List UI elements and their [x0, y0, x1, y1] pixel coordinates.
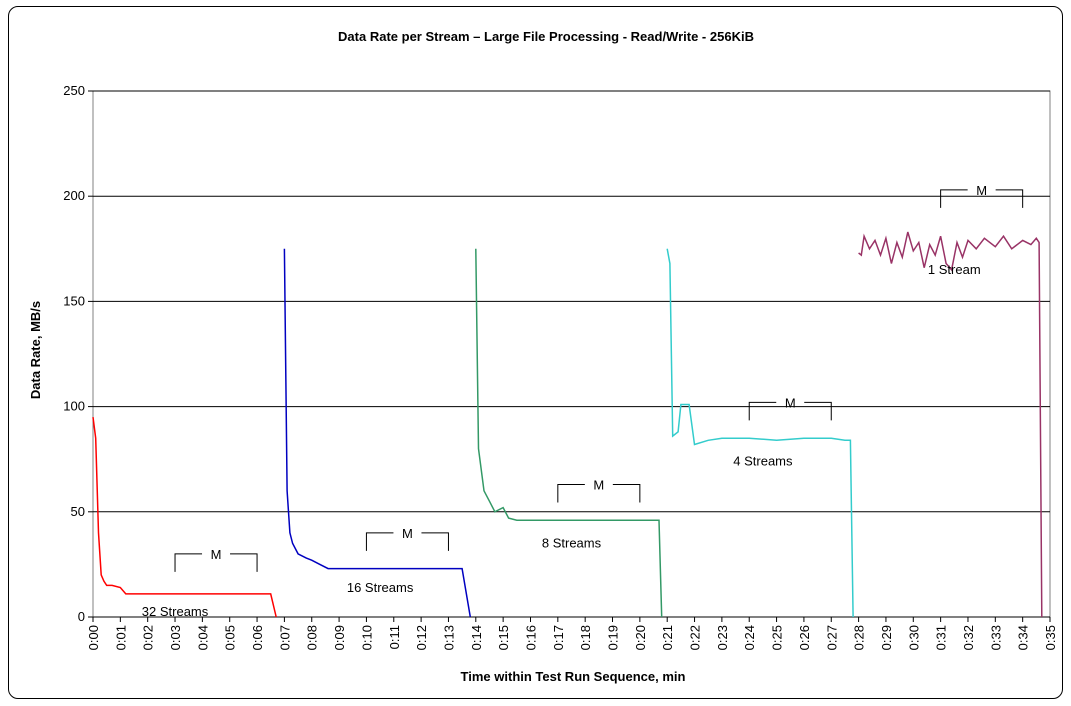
x-tick-label: 0:33	[988, 625, 1003, 650]
x-tick-label: 0:07	[277, 625, 292, 650]
x-tick-label: 0:11	[387, 625, 402, 649]
x-tick-label: 0:12	[414, 625, 429, 650]
x-tick-label: 0:14	[469, 625, 484, 650]
x-tick-label: 0:15	[496, 625, 511, 650]
measurement-label: M	[785, 395, 796, 410]
x-tick-label: 0:02	[141, 625, 156, 650]
measurement-label: M	[211, 547, 222, 562]
x-tick-label: 0:21	[660, 625, 675, 650]
measurement-label: M	[593, 477, 604, 492]
x-axis-label: Time within Test Run Sequence, min	[461, 669, 686, 684]
measurement-bracket	[612, 483, 641, 503]
x-tick-label: 0:35	[1043, 625, 1058, 650]
x-tick-label: 0:10	[359, 625, 374, 650]
x-tick-label: 0:03	[168, 625, 183, 650]
chart-frame	[8, 6, 1063, 699]
measurement-bracket	[365, 532, 394, 551]
x-tick-label: 0:01	[113, 625, 128, 650]
series-line	[283, 248, 472, 618]
series-label: 4 Streams	[733, 454, 793, 469]
y-tick-label: 100	[63, 399, 85, 414]
measurement-label: M	[976, 183, 987, 198]
y-tick-label: 200	[63, 188, 85, 203]
y-tick-label: 150	[63, 293, 85, 308]
x-tick-label: 0:25	[770, 625, 785, 650]
x-tick-label: 0:18	[578, 625, 593, 650]
measurement-bracket	[995, 189, 1024, 208]
x-tick-label: 0:27	[824, 625, 839, 650]
series-line	[666, 248, 854, 618]
x-tick-label: 0:13	[441, 625, 456, 650]
x-tick-label: 0:26	[797, 625, 812, 650]
series-label: 8 Streams	[542, 536, 602, 551]
series-label: 32 Streams	[142, 604, 209, 619]
x-tick-label: 0:32	[961, 625, 976, 650]
y-tick-label: 50	[71, 504, 85, 519]
plot-area: 0 50 100 150 200 250 0:00 0:01 0:02 0:03 0:04 0:05 0…	[63, 83, 1058, 650]
measurement-bracket	[940, 189, 968, 208]
x-tick-label: 0:24	[742, 625, 757, 650]
x-tick-label: 0:17	[551, 625, 566, 650]
x-tick-label: 0:31	[934, 625, 949, 650]
x-tick-label: 0:04	[195, 625, 210, 650]
x-tick-label: 0:22	[688, 625, 703, 650]
measurement-bracket	[230, 553, 258, 572]
measurement-bracket	[421, 532, 449, 551]
series-line	[858, 231, 1043, 618]
y-tick-label: 0	[78, 609, 85, 624]
x-tick-label: 0:06	[250, 625, 265, 650]
x-tick-label: 0:29	[879, 625, 894, 650]
measurement-bracket	[174, 553, 203, 572]
x-tick-label: 0:05	[223, 625, 238, 650]
series-line	[92, 417, 277, 618]
x-tick-label: 0:16	[523, 625, 538, 650]
series-label: 16 Streams	[347, 580, 414, 595]
measurement-bracket	[804, 401, 832, 421]
y-axis-label: Data Rate, MB/s	[28, 301, 43, 399]
x-tick-label: 0:20	[633, 625, 648, 650]
x-tick-label: 0:09	[332, 625, 347, 650]
series-label: 1 Stream	[928, 262, 981, 277]
measurement-bracket	[748, 401, 777, 421]
x-tick-label: 0:23	[715, 625, 730, 650]
measurement-label: M	[402, 526, 413, 541]
x-tick-label: 0:28	[852, 625, 867, 650]
y-tick-label: 250	[63, 83, 85, 98]
chart-title: Data Rate per Stream – Large File Proces…	[338, 29, 754, 44]
series-line	[475, 248, 663, 618]
x-tick-label: 0:34	[1016, 625, 1031, 650]
measurement-bracket	[557, 483, 585, 503]
x-tick-label: 0:30	[906, 625, 921, 650]
x-tick-label: 0:08	[305, 625, 320, 650]
x-tick-label: 0:00	[86, 625, 101, 650]
x-tick-label: 0:19	[606, 625, 621, 650]
